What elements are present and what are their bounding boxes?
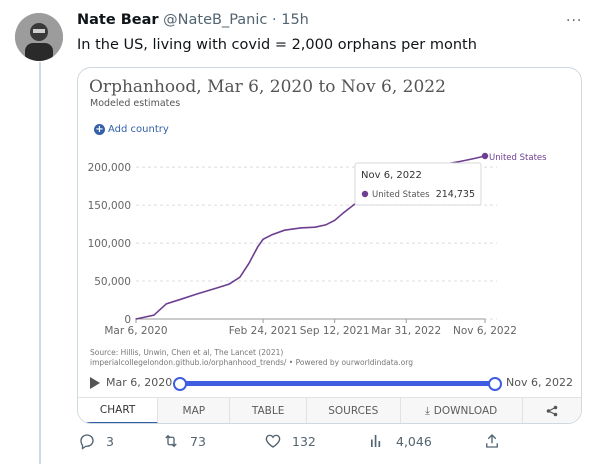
data-point xyxy=(343,212,345,214)
tab-chart[interactable]: CHART xyxy=(78,398,159,423)
plus-icon: + xyxy=(94,124,105,135)
retweet-count: 73 xyxy=(190,433,206,449)
reply-button[interactable]: 3 xyxy=(78,432,114,450)
heart-icon xyxy=(265,434,281,448)
tab-map[interactable]: MAP xyxy=(158,398,231,423)
data-point xyxy=(262,238,264,240)
tweet-time[interactable]: 15h xyxy=(281,12,309,28)
view-count: 4,046 xyxy=(396,433,432,449)
tab-download[interactable]: ⤓ DOWNLOAD xyxy=(401,398,523,423)
chart-subtitle: Modeled estimates xyxy=(90,98,181,109)
tab-sources[interactable]: SOURCES xyxy=(307,398,401,423)
data-point xyxy=(283,229,286,231)
data-point xyxy=(180,298,182,300)
timeline-start-label: Mar 6, 2020 xyxy=(106,376,173,389)
highlight-point[interactable] xyxy=(481,152,489,160)
data-point xyxy=(257,246,259,248)
chart-source: Source: Hillis, Unwin, Chen et al, The L… xyxy=(90,348,413,368)
y-tick-label: 0 xyxy=(124,314,131,326)
chart-title: Orphanhood, Mar 6, 2020 to Nov 6, 2022 xyxy=(89,77,446,97)
more-options-icon[interactable]: ··· xyxy=(566,13,583,29)
share-button[interactable] xyxy=(523,398,581,423)
y-tick-label: 200,000 xyxy=(88,162,131,174)
like-count: 132 xyxy=(292,433,316,449)
data-point xyxy=(325,224,327,226)
tweet-header: Nate Bear @NateB_Panic · 15h xyxy=(77,12,309,28)
author-handle[interactable]: @NateB_Panic xyxy=(163,12,268,28)
tooltip-value: 214,735 xyxy=(436,189,475,200)
data-point xyxy=(165,303,168,305)
retweet-icon xyxy=(165,434,177,448)
data-point xyxy=(353,203,355,205)
y-tick-label: 50,000 xyxy=(94,276,131,288)
data-point xyxy=(214,288,216,290)
tooltip-box xyxy=(354,162,482,206)
timeline-slider[interactable]: Mar 6, 2020 Nov 6, 2022 xyxy=(78,373,581,393)
data-point xyxy=(300,227,302,229)
data-point xyxy=(153,314,155,316)
line-chart[interactable]: 0 50,000 100,000 150,000 200,000 Mar 6, 2020 F… xyxy=(78,136,581,348)
x-tick-label: Nov 6, 2022 xyxy=(453,325,517,337)
source-citation[interactable]: Source: Hillis, Unwin, Chen et al, The L… xyxy=(90,348,284,357)
tweet-text: In the US, living with covid = 2,000 orp… xyxy=(77,37,477,53)
data-point xyxy=(239,276,241,278)
avatar-image xyxy=(15,13,63,61)
embedded-chart-card[interactable]: Orphanhood, Mar 6, 2020 to Nov 6, 2022 M… xyxy=(77,67,582,424)
thread-line xyxy=(39,62,41,464)
series-label[interactable]: United States xyxy=(489,153,547,163)
data-point xyxy=(334,219,336,221)
upload-icon xyxy=(486,434,498,448)
reply-count: 3 xyxy=(106,433,114,449)
x-tick-label: Mar 31, 2022 xyxy=(371,325,441,337)
tab-download-label: DOWNLOAD xyxy=(433,405,498,417)
data-point xyxy=(248,262,250,265)
tooltip-series: United States xyxy=(372,190,430,200)
like-button[interactable]: 132 xyxy=(264,432,316,450)
data-point xyxy=(473,157,475,160)
tooltip-swatch xyxy=(361,190,369,198)
tab-table[interactable]: TABLE xyxy=(230,398,307,423)
data-point xyxy=(196,293,198,295)
time-separator: · xyxy=(272,12,277,28)
x-tick-label: Sep 12, 2021 xyxy=(300,325,370,337)
x-tick-label: Feb 24, 2021 xyxy=(229,325,298,337)
data-point xyxy=(228,283,230,285)
timeline-end-handle[interactable] xyxy=(488,377,502,391)
avatar[interactable] xyxy=(15,13,63,61)
tooltip-date: Nov 6, 2022 xyxy=(361,170,422,181)
views-icon xyxy=(371,435,381,447)
add-country-label: Add country xyxy=(108,124,169,135)
retweet-button[interactable]: 73 xyxy=(162,432,206,450)
timeline-track[interactable] xyxy=(179,381,495,386)
views-button[interactable]: 4,046 xyxy=(368,432,432,450)
author-name[interactable]: Nate Bear xyxy=(77,12,159,28)
y-tick-label: 100,000 xyxy=(88,238,131,250)
add-country-button[interactable]: + Add country xyxy=(94,124,169,135)
tweet-actions: 3 73 132 4,046 xyxy=(0,432,598,456)
data-point xyxy=(461,160,463,162)
data-point xyxy=(135,318,137,320)
download-icon: ⤓ xyxy=(425,404,430,417)
chart-tabs: CHART MAP TABLE SOURCES ⤓ DOWNLOAD xyxy=(78,397,581,423)
share-icon xyxy=(546,405,558,417)
share-tweet-button[interactable] xyxy=(483,432,501,450)
timeline-end-label: Nov 6, 2022 xyxy=(506,376,573,389)
reply-icon xyxy=(80,434,94,450)
play-icon[interactable] xyxy=(90,377,100,389)
x-tick-label: Mar 6, 2020 xyxy=(104,325,167,337)
timeline-start-handle[interactable] xyxy=(173,377,187,391)
source-url[interactable]: imperialcollegelondon.github.io/orphanho… xyxy=(90,358,413,367)
data-point xyxy=(271,234,273,236)
y-tick-label: 150,000 xyxy=(88,200,131,212)
data-point xyxy=(314,226,316,228)
